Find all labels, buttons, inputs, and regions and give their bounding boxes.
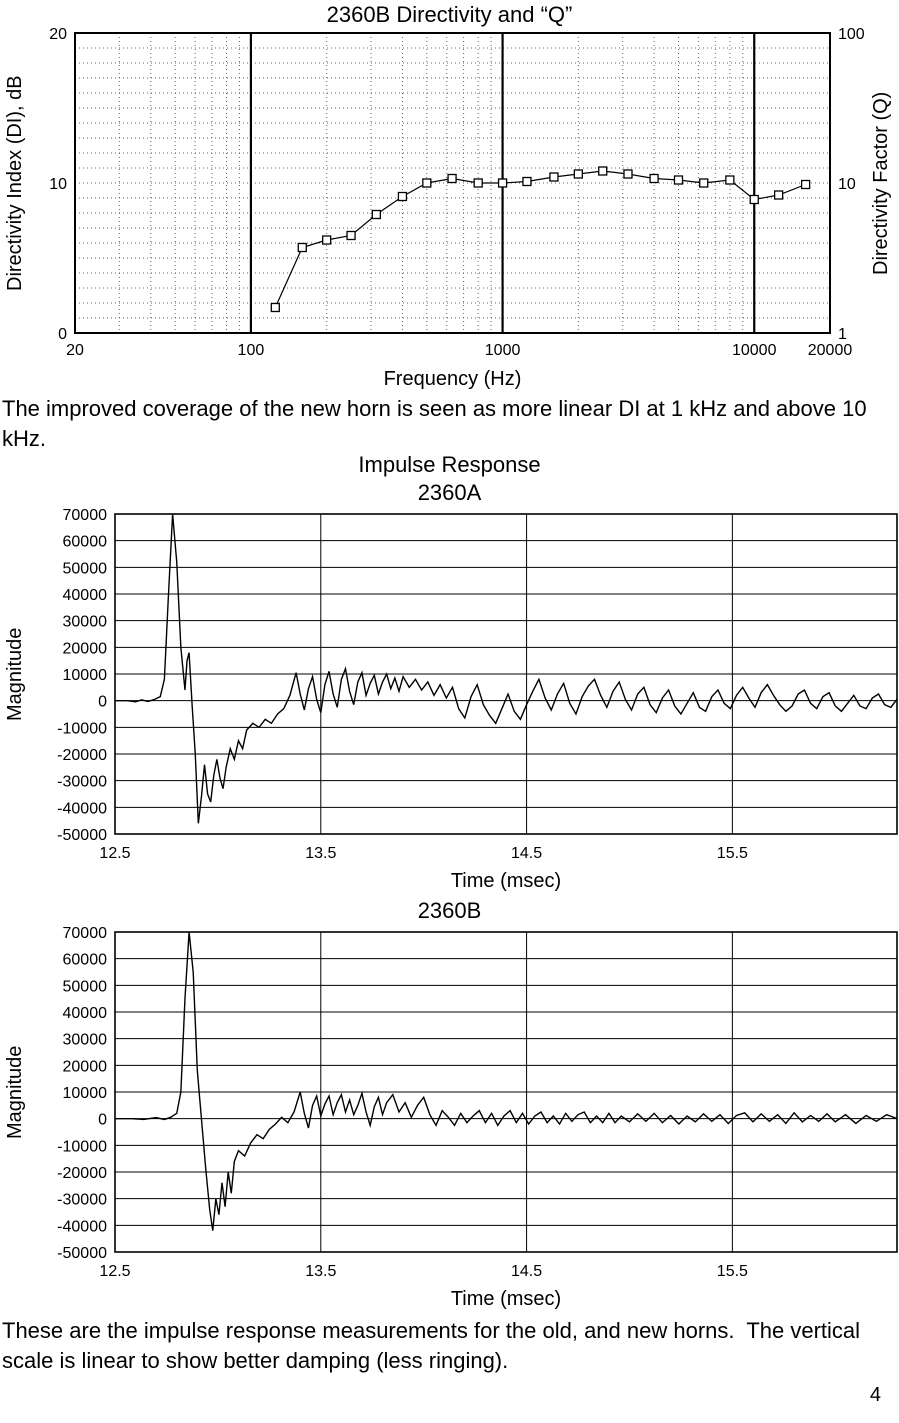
svg-text:20: 20 (49, 26, 67, 43)
impulse-response-heading: Impulse Response (358, 452, 541, 477)
svg-text:60000: 60000 (63, 952, 108, 969)
paragraph-di-comment: The improved coverage of the new horn is… (2, 396, 873, 451)
svg-text:70000: 70000 (63, 926, 108, 942)
impulse-b-chart-canvas: 70000 60000 50000 40000 30000 20000 10000 0 -100… (57, 926, 898, 1278)
svg-text:70000: 70000 (63, 508, 108, 524)
svg-text:10000: 10000 (63, 667, 108, 684)
svg-text:10: 10 (838, 176, 856, 193)
chart-2360a-subtitle: 2360A (417, 480, 482, 505)
svg-text:20: 20 (66, 342, 84, 359)
svg-text:50000: 50000 (63, 978, 108, 995)
svg-text:1: 1 (838, 326, 847, 343)
directivity-x-axis-label: Frequency (Hz) (383, 368, 522, 390)
svg-text:-10000: -10000 (57, 1138, 107, 1155)
svg-text:13.5: 13.5 (305, 845, 336, 860)
svg-text:30000: 30000 (63, 614, 108, 631)
impulse-a-x-axis-label: Time (msec) (450, 870, 562, 892)
svg-text:1000: 1000 (485, 342, 521, 359)
svg-text:-30000: -30000 (57, 774, 107, 791)
svg-text:0: 0 (98, 1112, 107, 1129)
svg-text:0: 0 (58, 326, 67, 343)
paragraph-impulse-comment: These are the impulse response measureme… (2, 1318, 867, 1373)
svg-text:40000: 40000 (63, 1005, 108, 1022)
svg-text:12.5: 12.5 (99, 845, 130, 860)
svg-text:-40000: -40000 (57, 800, 107, 817)
svg-text:100: 100 (838, 26, 865, 43)
svg-text:30000: 30000 (63, 1032, 108, 1049)
impulse-a-chart-canvas: 70000 60000 50000 40000 30000 20000 10000 0 -100… (57, 508, 898, 860)
svg-text:-20000: -20000 (57, 1165, 107, 1182)
directivity-chart-title: 2360B Directivity and “Q” (326, 2, 573, 27)
svg-text:10000: 10000 (63, 1085, 108, 1102)
svg-text:0: 0 (98, 694, 107, 711)
svg-text:40000: 40000 (63, 587, 108, 604)
svg-text:-50000: -50000 (57, 1245, 107, 1262)
svg-text:14.5: 14.5 (511, 845, 542, 860)
svg-text:10000: 10000 (732, 342, 777, 359)
svg-text:10: 10 (49, 176, 67, 193)
svg-text:20000: 20000 (63, 1058, 108, 1075)
svg-text:100: 100 (238, 342, 265, 359)
svg-text:20000: 20000 (63, 640, 108, 657)
svg-text:50000: 50000 (63, 560, 108, 577)
svg-text:15.5: 15.5 (717, 845, 748, 860)
svg-text:-30000: -30000 (57, 1192, 107, 1209)
chart-2360b-title: 2360B (417, 898, 482, 923)
svg-text:20000: 20000 (808, 342, 853, 359)
svg-text:13.5: 13.5 (305, 1263, 336, 1278)
svg-text:-20000: -20000 (57, 747, 107, 764)
svg-text:60000: 60000 (63, 534, 108, 551)
svg-text:15.5: 15.5 (717, 1263, 748, 1278)
svg-text:-50000: -50000 (57, 827, 107, 844)
page-number: 4 (869, 1384, 881, 1406)
svg-text:-40000: -40000 (57, 1218, 107, 1235)
svg-text:12.5: 12.5 (99, 1263, 130, 1278)
svg-text:14.5: 14.5 (511, 1263, 542, 1278)
svg-text:-10000: -10000 (57, 720, 107, 737)
impulse-b-x-axis-label: Time (msec) (450, 1288, 562, 1310)
